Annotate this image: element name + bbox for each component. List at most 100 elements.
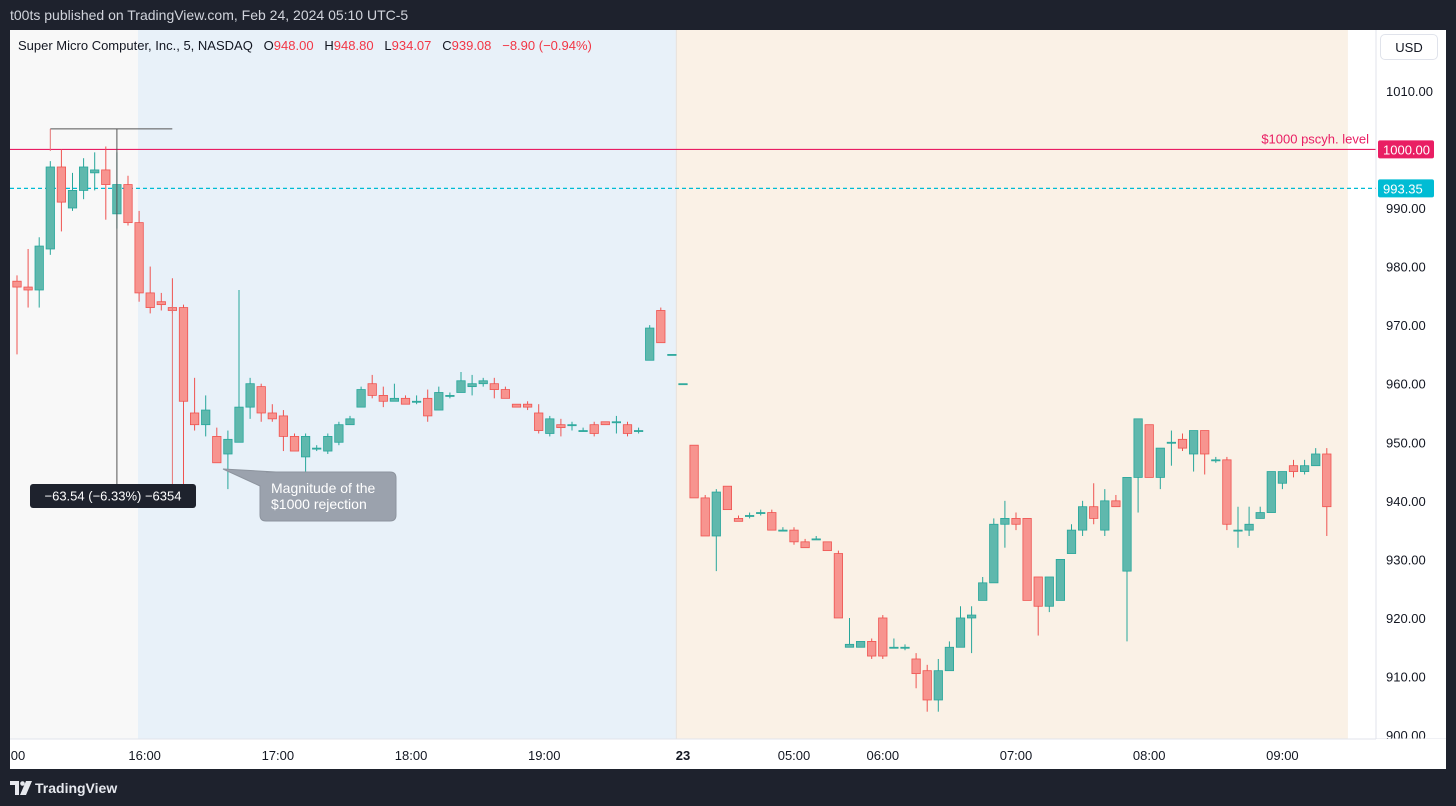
candle-body bbox=[134, 222, 144, 294]
candle-body bbox=[1155, 447, 1165, 478]
candle-body bbox=[79, 166, 89, 191]
candle-body bbox=[656, 310, 666, 344]
candle-body bbox=[1255, 512, 1265, 519]
time-tick-label: 08:00 bbox=[1133, 748, 1166, 763]
close-label: C bbox=[442, 38, 452, 53]
candle-body bbox=[1144, 424, 1154, 478]
candle-body bbox=[411, 400, 422, 403]
measure-label-text: −63.54 (−6.33%) −6354 bbox=[45, 489, 182, 504]
session-background bbox=[10, 30, 138, 739]
price-tick-label: 990.00 bbox=[1386, 201, 1426, 216]
candle-body bbox=[733, 518, 744, 522]
candle-body bbox=[323, 436, 333, 452]
candle-body bbox=[256, 386, 266, 414]
candle-body bbox=[1022, 518, 1032, 601]
candle-body bbox=[689, 444, 699, 499]
callout-text: $1000 rejection bbox=[271, 496, 367, 512]
candle-body bbox=[900, 646, 910, 649]
time-tick-label: 06:00 bbox=[867, 748, 900, 763]
candle-body bbox=[90, 169, 100, 174]
publish-header: t00ts published on TradingView.com, Feb … bbox=[0, 0, 1456, 30]
symbol-name: Super Micro Computer, Inc., 5, NASDAQ bbox=[18, 38, 253, 53]
candlestick-chart[interactable]: $1000 pscyh. level −63.54 (−6.33%) −6354… bbox=[10, 30, 1446, 769]
level-label: $1000 pscyh. level bbox=[1261, 131, 1369, 146]
close-value: 939.08 bbox=[451, 38, 492, 53]
time-tick-label: 23 bbox=[676, 748, 690, 763]
candle-body bbox=[1000, 518, 1010, 525]
candle-body bbox=[645, 327, 655, 361]
footer: TradingView bbox=[0, 769, 1456, 806]
candle-body bbox=[312, 447, 322, 450]
candle-body bbox=[844, 643, 855, 648]
candle-body bbox=[1288, 465, 1299, 472]
candle-body bbox=[23, 286, 33, 291]
candle-body bbox=[955, 617, 966, 648]
candle-body bbox=[1222, 459, 1232, 525]
price-level-tag bbox=[1378, 140, 1434, 159]
candle-body bbox=[1311, 453, 1321, 467]
candle-body bbox=[678, 383, 688, 386]
candle-body bbox=[1189, 430, 1199, 455]
candle-body bbox=[212, 436, 222, 464]
change-value: −8.90 (−0.94%) bbox=[502, 38, 592, 53]
time-tick-label: 17:00 bbox=[262, 748, 295, 763]
candle-body bbox=[245, 383, 255, 408]
low-value: 934.07 bbox=[391, 38, 432, 53]
candle-body bbox=[378, 395, 388, 402]
candle-body bbox=[523, 403, 533, 408]
candle-body bbox=[634, 430, 644, 432]
candle-body bbox=[978, 582, 988, 601]
candle-body bbox=[800, 541, 810, 549]
candle-body bbox=[722, 485, 733, 511]
chart-area[interactable]: $1000 pscyh. level −63.54 (−6.33%) −6354… bbox=[10, 30, 1446, 769]
candle-body bbox=[933, 670, 943, 701]
candle-body bbox=[589, 424, 599, 434]
candle-body bbox=[578, 430, 588, 432]
currency-button[interactable]: USD bbox=[1380, 34, 1438, 60]
symbol-legend[interactable]: Super Micro Computer, Inc., 5, NASDAQ O9… bbox=[18, 38, 592, 53]
candle-body bbox=[500, 389, 511, 399]
candle-body bbox=[56, 166, 67, 203]
price-level-tag-text: 1000.00 bbox=[1383, 142, 1430, 157]
candle-body bbox=[367, 383, 377, 396]
candle-body bbox=[300, 436, 311, 458]
footer-brand: TradingView bbox=[35, 780, 118, 796]
price-tick-label: 960.00 bbox=[1386, 377, 1426, 392]
candle-body bbox=[778, 529, 788, 532]
candle-body bbox=[156, 301, 166, 306]
candle-body bbox=[1177, 438, 1188, 449]
candle-body bbox=[1322, 453, 1332, 508]
time-tick-label: 00 bbox=[11, 748, 25, 763]
candle-body bbox=[445, 395, 455, 397]
candle-body bbox=[989, 523, 999, 584]
published-text: t00ts published on TradingView.com, Feb … bbox=[10, 7, 409, 23]
price-level-tag bbox=[1378, 179, 1434, 198]
price-level-tag-text: 993.35 bbox=[1383, 181, 1423, 196]
candle-body bbox=[267, 412, 277, 420]
candle-body bbox=[1055, 559, 1065, 601]
candle-body bbox=[1100, 500, 1110, 531]
candle-body bbox=[511, 403, 522, 408]
measure-label-box bbox=[30, 484, 196, 508]
candle-body bbox=[289, 436, 300, 452]
candle-body bbox=[944, 646, 955, 672]
candle-body bbox=[856, 641, 866, 648]
candle-body bbox=[389, 397, 400, 402]
candle-body bbox=[867, 641, 877, 657]
candle-body bbox=[622, 424, 633, 434]
candle-body bbox=[1200, 430, 1210, 455]
candle-body bbox=[534, 412, 544, 431]
candle-body bbox=[1133, 418, 1143, 478]
candle-body bbox=[700, 497, 710, 537]
candle-body bbox=[600, 421, 610, 426]
candle-body bbox=[1233, 529, 1243, 532]
candle-body bbox=[467, 383, 477, 388]
candle-body bbox=[478, 380, 488, 385]
candle-body bbox=[556, 424, 566, 429]
price-tick-label: 940.00 bbox=[1386, 494, 1426, 509]
candle-body bbox=[1011, 518, 1021, 525]
candle-body bbox=[178, 307, 189, 402]
candle-body bbox=[611, 421, 622, 424]
annotation-callout bbox=[222, 468, 397, 522]
time-tick-label: 07:00 bbox=[1000, 748, 1033, 763]
